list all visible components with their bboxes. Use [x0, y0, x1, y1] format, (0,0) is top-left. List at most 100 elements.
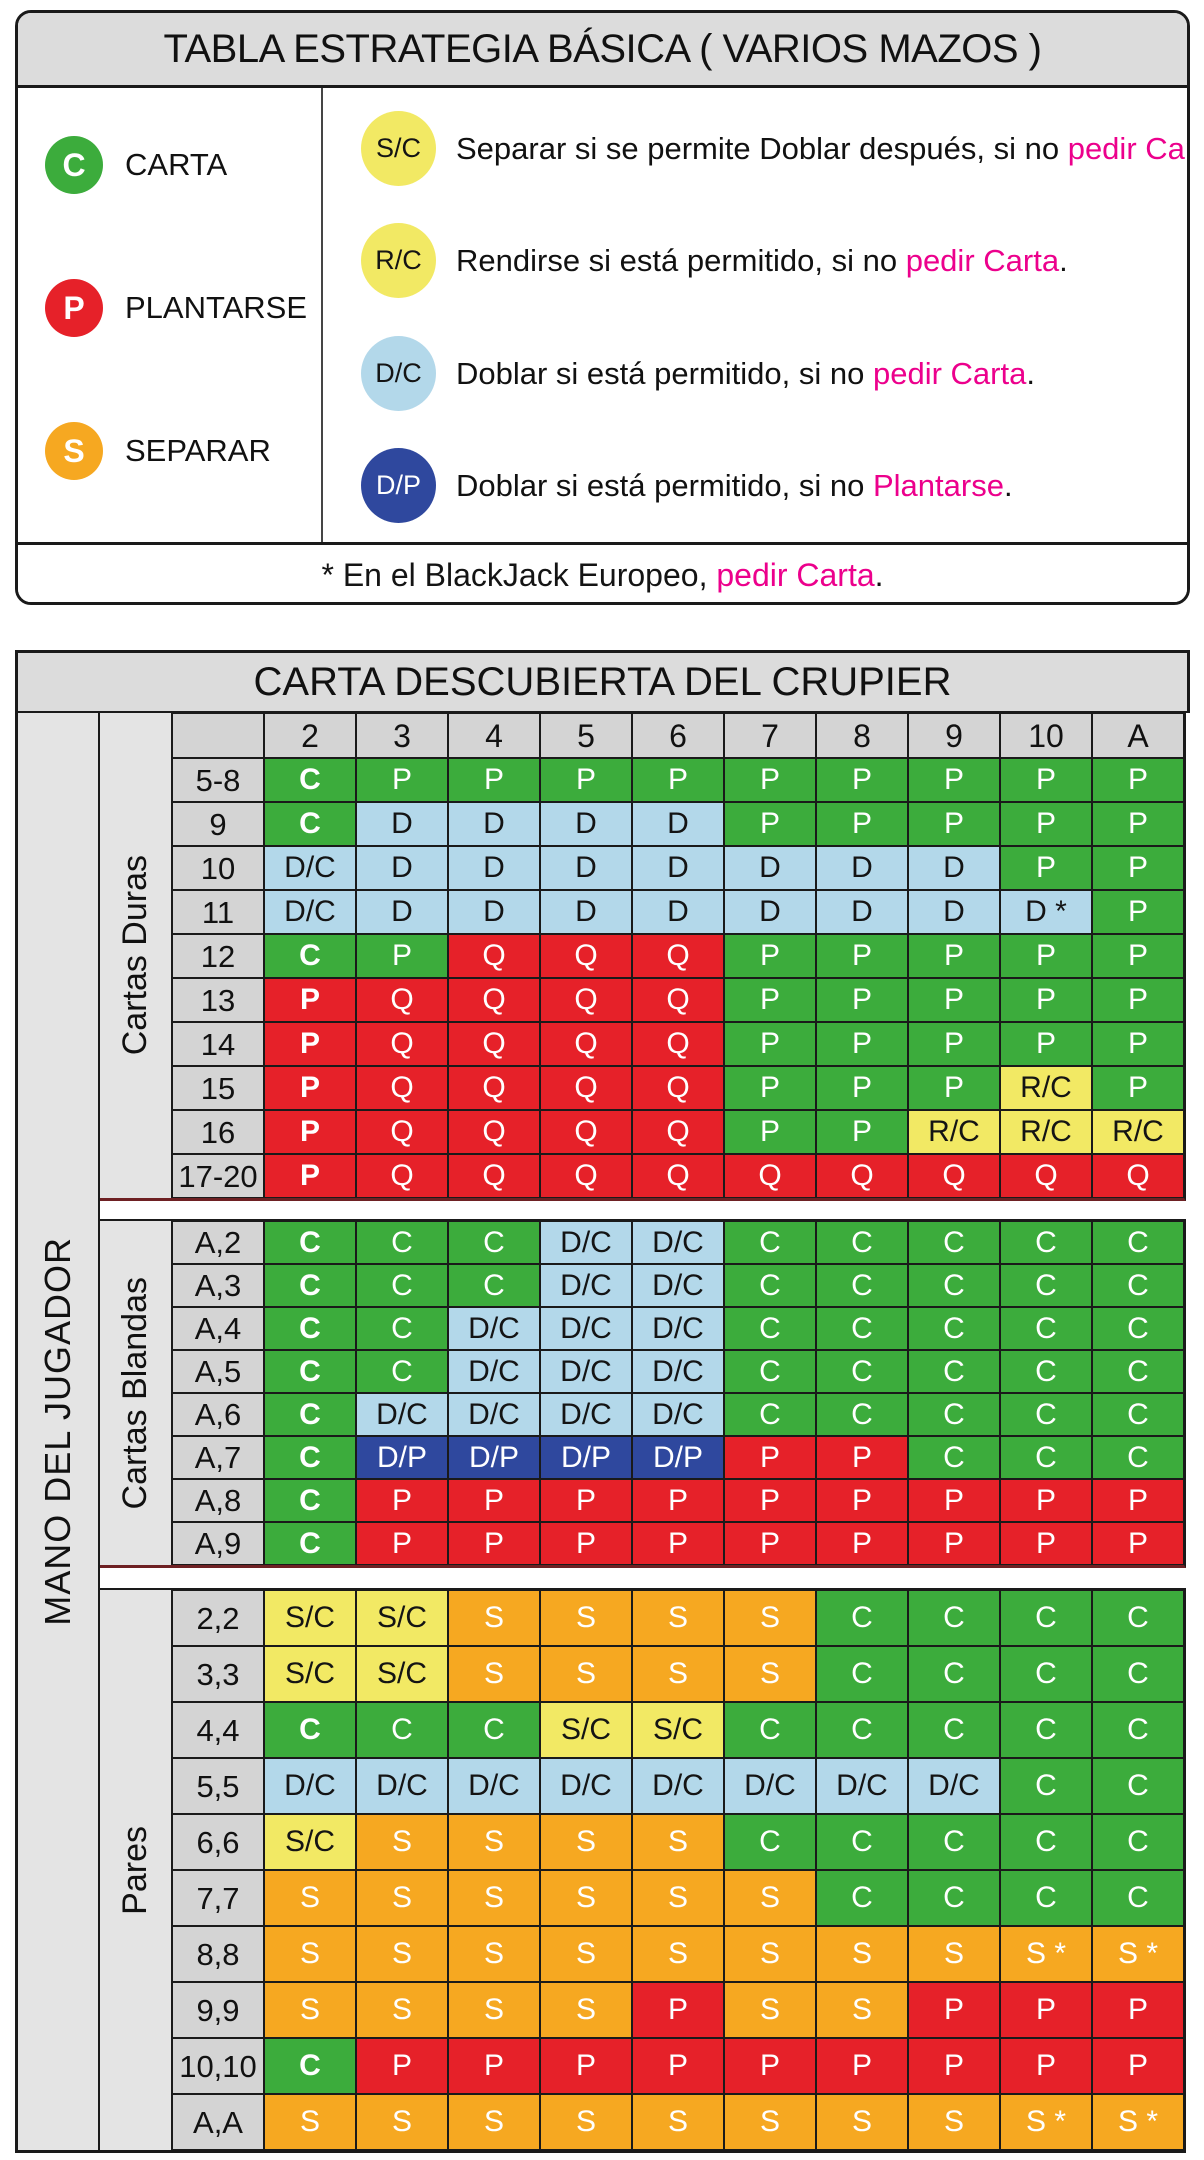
strategy-cell: D/C: [632, 1393, 724, 1436]
strategy-cell: C: [908, 1870, 1000, 1926]
strategy-cell: C: [816, 1393, 908, 1436]
strategy-cell: P: [1092, 1479, 1184, 1522]
strategy-cell: C: [1000, 1307, 1092, 1350]
strategy-cell: P: [1000, 1479, 1092, 1522]
strategy-cell: D/C: [816, 1758, 908, 1814]
strategy-cell: C: [908, 1350, 1000, 1393]
strategy-cell: S: [632, 1926, 724, 1982]
plain-text: Rendirse si está permitido, si no: [456, 242, 906, 278]
strategy-cell: P: [356, 1522, 448, 1565]
strategy-cell: S/C: [264, 1646, 356, 1702]
strategy-cell: C: [1000, 1870, 1092, 1926]
action-badge-s: S: [45, 422, 103, 480]
highlighted-action-text: pedir Carta: [716, 556, 875, 593]
legend-item-description: Doblar si está permitido, si no pedir Ca…: [456, 356, 1035, 392]
strategy-cell: Q: [356, 1110, 448, 1154]
hand-label: A,3: [172, 1264, 264, 1307]
strategy-cell: Q: [356, 1022, 448, 1066]
strategy-cell: C: [1092, 1814, 1184, 1870]
hand-label: A,4: [172, 1307, 264, 1350]
strategy-cell: S: [356, 1814, 448, 1870]
strategy-cell: D: [816, 846, 908, 890]
strategy-cell: P: [632, 1479, 724, 1522]
strategy-cell: P: [724, 934, 816, 978]
table-title: CARTA DESCUBIERTA DEL CRUPIER: [15, 650, 1190, 713]
strategy-cell: P: [1000, 1022, 1092, 1066]
strategy-cell: S: [540, 1870, 632, 1926]
strategy-cell: C: [1000, 1221, 1092, 1264]
hand-label: 9: [172, 802, 264, 846]
legend-divider: [321, 88, 323, 542]
strategy-cell: C: [908, 1393, 1000, 1436]
strategy-cell: S: [908, 2094, 1000, 2150]
strategy-cell: D: [632, 890, 724, 934]
strategy-cell: C: [1092, 1221, 1184, 1264]
strategy-cell: Q: [448, 934, 540, 978]
dealer-card-header-5: 5: [540, 713, 632, 758]
strategy-cell: P: [632, 758, 724, 802]
strategy-cell: Q: [540, 1110, 632, 1154]
strategy-cell: Q: [540, 1154, 632, 1198]
strategy-cell: D/C: [264, 1758, 356, 1814]
strategy-cell: P: [724, 1022, 816, 1066]
strategy-cell: D/C: [632, 1350, 724, 1393]
strategy-cell: C: [1000, 1350, 1092, 1393]
strategy-cell: P: [1092, 890, 1184, 934]
hand-label: A,5: [172, 1350, 264, 1393]
strategy-cell: R/C: [1000, 1066, 1092, 1110]
plain-text: .: [1026, 355, 1035, 391]
strategy-cell: S: [724, 1982, 816, 2038]
section-block-pares: Pares 2,2 S/C S/C S S S S C C C C 3,3 S/C S/C S S S S C C C C 4…: [100, 1588, 1186, 2153]
strategy-cell: D/C: [264, 846, 356, 890]
strategy-cell: P: [724, 1436, 816, 1479]
strategy-cell: P: [1092, 1522, 1184, 1565]
strategy-cell: D/C: [448, 1758, 540, 1814]
strategy-cell: S: [356, 2094, 448, 2150]
hand-label: 4,4: [172, 1702, 264, 1758]
strategy-cell: Q: [356, 1066, 448, 1110]
hand-label: 17-20: [172, 1154, 264, 1198]
section-label-duras: Cartas Duras: [100, 713, 172, 1198]
strategy-cell: C: [1000, 1436, 1092, 1479]
strategy-cell: C: [908, 1814, 1000, 1870]
strategy-cell: C: [908, 1307, 1000, 1350]
strategy-cell: C: [1092, 1702, 1184, 1758]
strategy-cell: D/C: [264, 890, 356, 934]
table-main: MANO DEL JUGADOR Cartas Duras 2 3 4 5 6 7 8 9 10 A…: [15, 713, 1190, 2153]
strategy-cell: S: [540, 1646, 632, 1702]
strategy-cell: D: [356, 890, 448, 934]
strategy-cell: D: [448, 846, 540, 890]
legend-item-label: SEPARAR: [125, 433, 271, 468]
strategy-cell: D: [356, 802, 448, 846]
strategy-cell: C: [264, 2038, 356, 2094]
strategy-cell: C: [1092, 1590, 1184, 1646]
section-grid-pares: 2,2 S/C S/C S S S S C C C C 3,3 S/C S/C S S S S C C C C 4,4 C C C…: [172, 1590, 1184, 2150]
strategy-cell: C: [1092, 1758, 1184, 1814]
strategy-cell: S: [724, 1590, 816, 1646]
strategy-cell: P: [816, 2038, 908, 2094]
strategy-cell: S: [448, 1982, 540, 2038]
hand-label: 13: [172, 978, 264, 1022]
strategy-cell: Q: [908, 1154, 1000, 1198]
strategy-cell: C: [264, 1479, 356, 1522]
strategy-cell: C: [264, 1702, 356, 1758]
strategy-cell: S: [448, 1870, 540, 1926]
plain-text: Separar si se permite Doblar después, si…: [456, 130, 1068, 166]
hand-label: 5-8: [172, 758, 264, 802]
strategy-cell: Q: [632, 1022, 724, 1066]
strategy-cell: D/C: [448, 1393, 540, 1436]
strategy-cell: D/C: [356, 1393, 448, 1436]
strategy-cell: C: [1092, 1436, 1184, 1479]
hand-label: 15: [172, 1066, 264, 1110]
action-badge-r-c: R/C: [361, 223, 436, 298]
hand-label: 7,7: [172, 1870, 264, 1926]
section-label-text: Pares: [116, 1825, 154, 1915]
dealer-card-header-6: 6: [632, 713, 724, 758]
strategy-cell: P: [816, 1022, 908, 1066]
strategy-cell: C: [1000, 1814, 1092, 1870]
strategy-cell: P: [816, 1110, 908, 1154]
strategy-cell: D/C: [632, 1758, 724, 1814]
strategy-cell: Q: [448, 1066, 540, 1110]
legend-title: TABLA ESTRATEGIA BÁSICA ( VARIOS MAZOS ): [18, 13, 1187, 88]
strategy-cell: S: [264, 1870, 356, 1926]
